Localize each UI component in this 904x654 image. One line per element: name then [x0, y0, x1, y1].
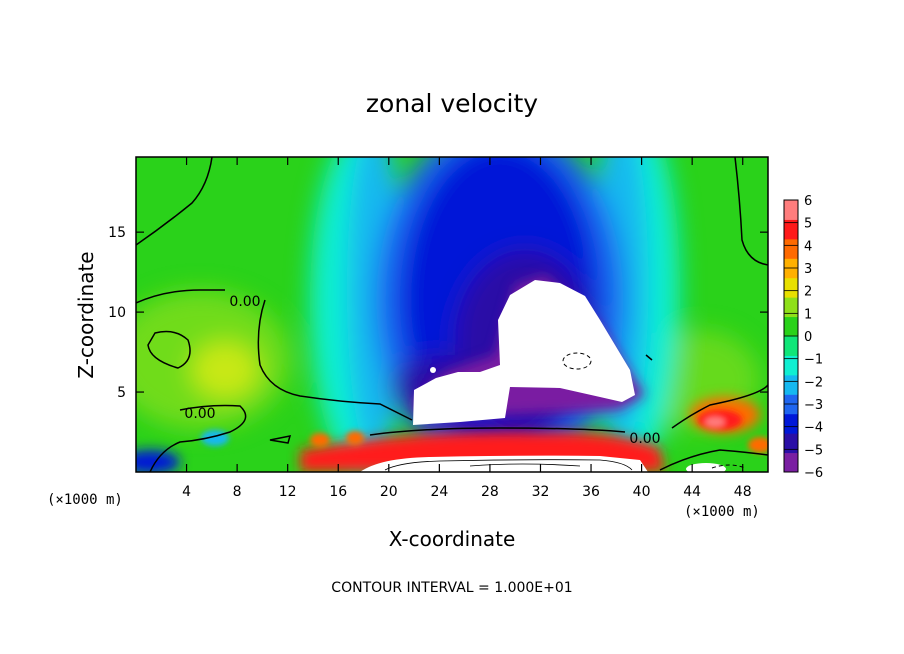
colorbar-swatch	[784, 238, 798, 259]
colorbar-swatch	[784, 316, 798, 337]
x-tick-label: 12	[279, 484, 297, 500]
colorbar-swatch	[784, 433, 798, 454]
colorbar-tick-label: 4	[804, 239, 812, 254]
contour-label: 0.00	[229, 294, 260, 310]
x-unit-label-left: (×1000 m)	[47, 492, 123, 508]
colorbar-swatch	[784, 219, 798, 240]
colorbar-tick-label: −4	[804, 421, 823, 436]
colorbar-tick-label: 2	[804, 285, 812, 300]
colorbar-swatch	[784, 413, 798, 434]
x-axis-label: X-coordinate	[389, 527, 516, 551]
colorbar-tick-label: −3	[804, 398, 823, 413]
y-axis-ticks: 5 10 15	[108, 225, 768, 401]
colorbar-swatch	[784, 374, 798, 395]
x-tick-label: 24	[430, 484, 448, 500]
colorbar-tick-label: 6	[804, 194, 812, 209]
colorbar-tick-label: −1	[804, 353, 823, 368]
y-axis-label: Z-coordinate	[74, 251, 98, 378]
colorbar-tick-label: −2	[804, 375, 823, 390]
colorbar-tick-label: −5	[804, 443, 823, 458]
colorbar-tick-label: 0	[804, 330, 812, 345]
colorbar-swatch	[784, 200, 798, 220]
x-axis-ticks: 4 8 12 16 20 24 28 32 36 40 44 48	[182, 157, 752, 500]
x-tick-label: 40	[633, 484, 651, 500]
x-tick-label: 44	[683, 484, 701, 500]
colorbar-tick-label: −6	[804, 466, 823, 481]
x-tick-label: 28	[481, 484, 499, 500]
x-tick-label: 16	[329, 484, 347, 500]
x-tick-label: 20	[380, 484, 398, 500]
colorbar-swatch	[784, 452, 798, 473]
x-tick-label: 4	[182, 484, 191, 500]
contour-labels: 0.00 0.00 0.00	[184, 294, 660, 447]
velocity-field	[136, 157, 768, 472]
x-tick-label: 8	[233, 484, 242, 500]
y-tick-label: 5	[117, 385, 126, 401]
contour-interval-note: CONTOUR INTERVAL = 1.000E+01	[331, 580, 572, 596]
colorbar-tick-label: 1	[804, 307, 812, 322]
colorbar-swatch	[784, 297, 798, 318]
colorbar-tick-label: 3	[804, 262, 812, 277]
x-tick-label: 36	[582, 484, 600, 500]
contour-label: 0.00	[184, 406, 215, 422]
y-tick-label: 10	[108, 305, 126, 321]
chart-title: zonal velocity	[366, 89, 538, 118]
plot-frame	[135, 156, 769, 473]
contour-label: 0.00	[629, 431, 660, 447]
y-tick-label: 15	[108, 225, 126, 241]
colorbar-swatch	[784, 336, 798, 356]
x-unit-label-right: (×1000 m)	[684, 504, 760, 520]
colorbar-swatch	[784, 355, 798, 376]
colorbar: 6 5 4 3 2 1 0 −1 −2 −3 −4 −5 −6	[783, 194, 823, 481]
colorbar-swatch	[784, 277, 798, 298]
x-tick-label: 48	[734, 484, 752, 500]
colorbar-tick-label: 5	[804, 217, 812, 232]
x-tick-label: 32	[532, 484, 550, 500]
